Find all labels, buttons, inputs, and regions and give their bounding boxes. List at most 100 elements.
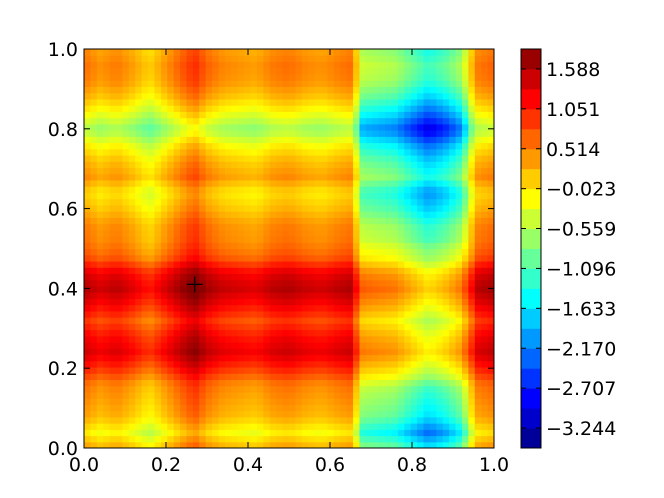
heatmap-cell <box>192 61 200 69</box>
heatmap-cell <box>160 242 168 250</box>
heatmap-cell <box>148 398 156 405</box>
heatmap-cell <box>442 61 450 69</box>
heatmap-cell <box>154 186 162 193</box>
heatmap-cell <box>109 260 117 268</box>
heatmap-cell <box>385 304 393 312</box>
heatmap-cell <box>372 254 380 262</box>
heatmap-cell <box>135 67 143 75</box>
heatmap-cell <box>372 423 380 430</box>
heatmap-cell <box>289 254 297 262</box>
heatmap-cell <box>135 117 143 125</box>
heatmap-cell <box>391 86 399 94</box>
heatmap-cell <box>205 92 213 100</box>
heatmap-cell <box>154 73 162 81</box>
heatmap-cell <box>269 105 277 112</box>
heatmap-cell <box>224 161 232 169</box>
heatmap-cell <box>429 248 437 256</box>
heatmap-cell <box>90 410 98 418</box>
heatmap-cell <box>122 441 130 448</box>
heatmap-cell <box>244 429 252 437</box>
heatmap-cell <box>372 379 380 387</box>
heatmap-cell <box>365 73 373 81</box>
heatmap-cell <box>180 204 188 212</box>
heatmap-cell <box>481 398 489 405</box>
heatmap-cell <box>487 441 494 448</box>
heatmap-cell <box>359 123 367 131</box>
heatmap-cell <box>487 385 494 393</box>
heatmap-cell <box>308 167 316 175</box>
heatmap-cell <box>423 404 431 412</box>
heatmap-cell <box>135 73 143 81</box>
heatmap-cell <box>449 80 457 87</box>
heatmap-cell <box>224 323 232 331</box>
heatmap-cell <box>301 398 309 405</box>
heatmap-cell <box>141 416 149 424</box>
heatmap-cell <box>122 123 130 131</box>
heatmap-cell <box>282 385 290 393</box>
heatmap-cell <box>186 292 194 299</box>
heatmap-cell <box>346 267 354 275</box>
heatmap-cell <box>237 49 245 56</box>
heatmap-cell <box>263 298 271 306</box>
heatmap-cell <box>359 441 367 448</box>
heatmap-cell <box>449 267 457 275</box>
heatmap-cell <box>122 354 130 362</box>
heatmap-cell <box>244 55 252 63</box>
heatmap-cell <box>455 441 463 448</box>
heatmap-cell <box>218 342 226 349</box>
heatmap-cell <box>436 279 444 287</box>
heatmap-cell <box>391 304 399 312</box>
heatmap-cell <box>199 167 207 175</box>
heatmap-cell <box>173 260 181 268</box>
heatmap-cell <box>321 404 329 412</box>
heatmap-cell <box>385 360 393 368</box>
heatmap-cell <box>128 55 136 63</box>
heatmap-cell <box>346 123 354 131</box>
heatmap-cell <box>468 398 476 405</box>
heatmap-cell <box>301 267 309 275</box>
heatmap-cell <box>481 279 489 287</box>
heatmap-cell <box>372 142 380 150</box>
heatmap-cell <box>365 229 373 237</box>
heatmap-cell <box>96 80 104 87</box>
heatmap-cell <box>461 80 469 87</box>
heatmap-cell <box>385 292 393 299</box>
heatmap-cell <box>487 285 494 293</box>
heatmap-cell <box>167 73 175 81</box>
heatmap-cell <box>141 67 149 75</box>
heatmap-cell <box>385 329 393 337</box>
heatmap-cell <box>199 55 207 63</box>
heatmap-cell <box>212 298 220 306</box>
heatmap-cell <box>276 92 284 100</box>
heatmap-cell <box>487 123 494 131</box>
heatmap-cell <box>160 173 168 181</box>
heatmap-cell <box>96 304 104 312</box>
heatmap-cell <box>455 73 463 81</box>
heatmap-cell <box>340 423 348 430</box>
heatmap-cell <box>436 173 444 181</box>
heatmap-cell <box>84 49 92 56</box>
heatmap-cell <box>301 236 309 243</box>
heatmap-cell <box>468 167 476 175</box>
heatmap-cell <box>276 354 284 362</box>
heatmap-cell <box>365 192 373 200</box>
heatmap-cell <box>359 130 367 137</box>
heatmap-cell <box>474 67 482 75</box>
heatmap-cell <box>410 179 418 187</box>
heatmap-cell <box>423 310 431 318</box>
heatmap-cell <box>314 204 322 212</box>
x-tick-label: 0.2 <box>151 454 181 476</box>
heatmap-cell <box>256 354 264 362</box>
heatmap-cell <box>327 342 335 349</box>
heatmap-cell <box>167 148 175 156</box>
heatmap-cell <box>455 273 463 281</box>
heatmap-cell <box>128 198 136 206</box>
heatmap-cell <box>429 441 437 448</box>
heatmap-cell <box>276 391 284 399</box>
heatmap-cell <box>353 148 361 156</box>
heatmap-cell <box>192 148 200 156</box>
heatmap-cell <box>314 342 322 349</box>
heatmap-cell <box>122 92 130 100</box>
heatmap-cell <box>455 267 463 275</box>
heatmap-cell <box>289 186 297 193</box>
